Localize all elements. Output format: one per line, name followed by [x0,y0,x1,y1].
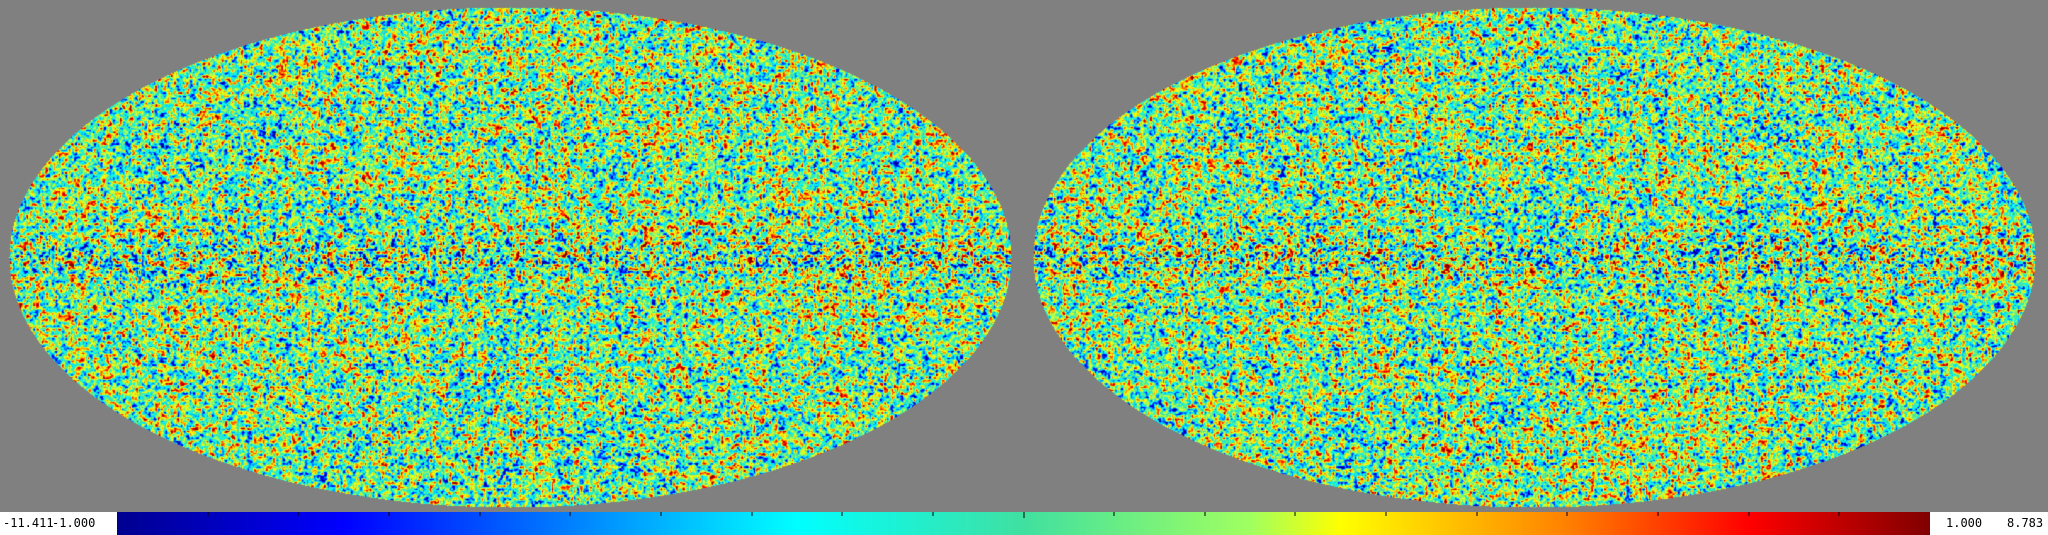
colorbar [117,512,1930,535]
colorbar-max-label: 8.783 [2007,516,2044,530]
colorbar-min-label: -11.411 [3,516,54,530]
sky-map-right [1032,6,2036,508]
sky-map-left [8,6,1012,508]
colorbar-high-label: 1.000 [1946,516,1983,530]
colorbar-row: -11.411 -1.000 1.000 8.783 [0,512,2048,535]
colorbar-low-label: -1.000 [52,516,96,530]
